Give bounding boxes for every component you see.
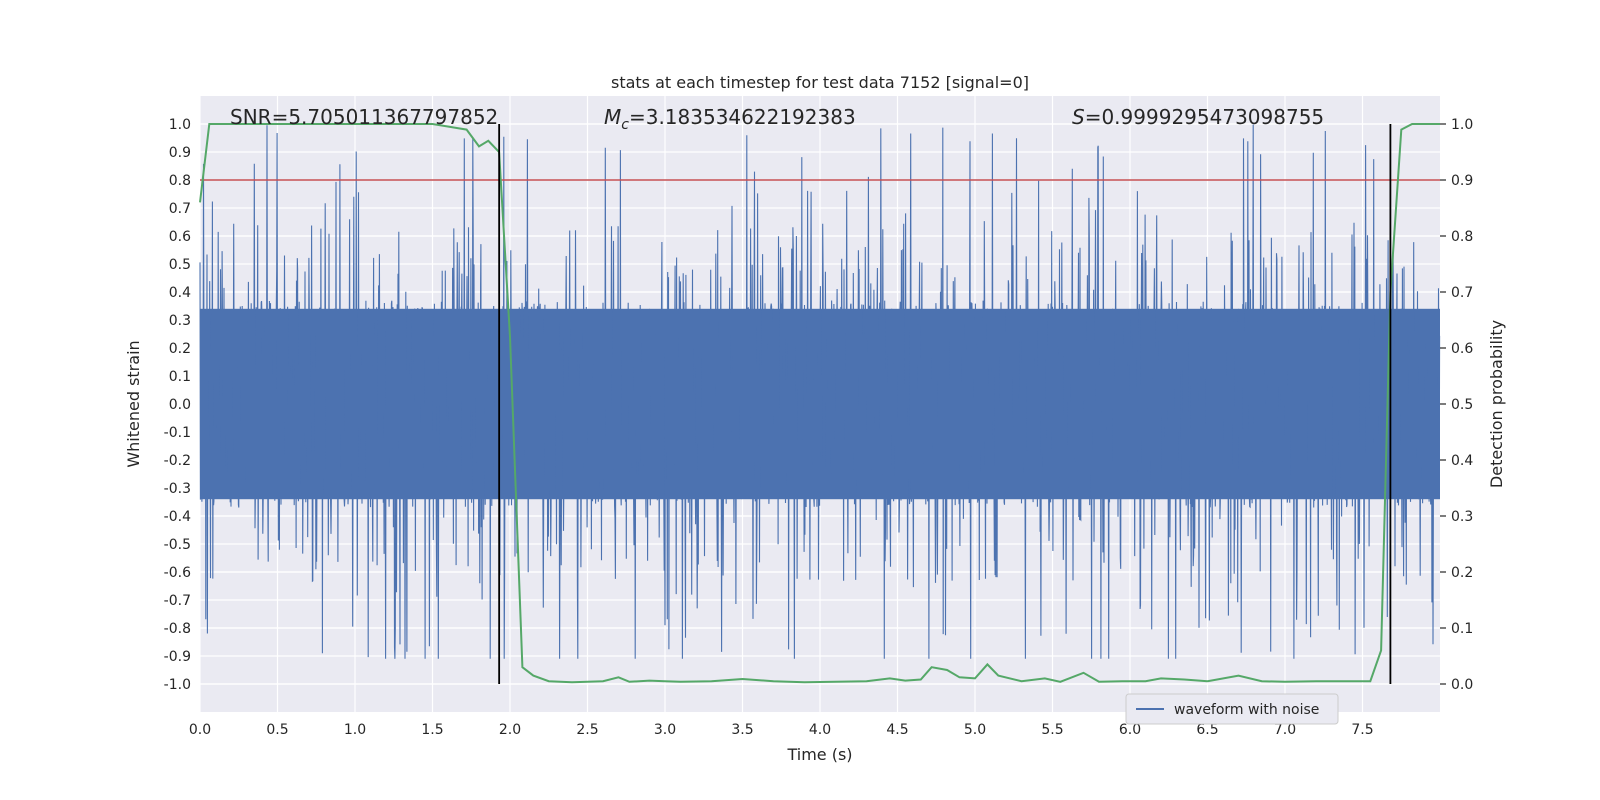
y-tick-label-12: -0.2: [164, 453, 191, 469]
y-tick-label-11: -0.1: [164, 425, 191, 441]
x-tick-label-6: 3.0: [654, 722, 676, 738]
y2-tick-label-2: 0.8: [1451, 229, 1473, 245]
y-axis-label: Whitened strain: [124, 340, 143, 467]
mc-value: =3.183534622192383: [629, 105, 856, 129]
x-tick-label-1: 0.5: [266, 722, 288, 738]
y-tick-label-10: 0.0: [169, 397, 191, 413]
x-axis-label: Time (s): [786, 745, 852, 764]
y2-tick-label-1: 0.9: [1451, 173, 1473, 189]
s-label: S: [1072, 105, 1085, 129]
legend: waveform with noise: [1125, 693, 1339, 725]
mc-label: M: [604, 105, 621, 129]
x-tick-label-10: 5.0: [964, 722, 986, 738]
x-tick-label-7: 3.5: [731, 722, 753, 738]
s-value: =0.9999295473098755: [1085, 105, 1324, 129]
y-tick-label-19: -0.9: [164, 649, 191, 665]
y2-tick-label-4: 0.6: [1451, 341, 1473, 357]
x-tick-label-8: 4.0: [809, 722, 831, 738]
snr-label: SNR: [230, 105, 272, 129]
chart-title: stats at each timestep for test data 715…: [611, 73, 1029, 92]
y-tick-label-3: 0.7: [169, 201, 191, 217]
y-tick-label-6: 0.4: [169, 285, 191, 301]
legend-label: waveform with noise: [1174, 702, 1319, 718]
x-tick-label-9: 4.5: [886, 722, 908, 738]
y-tick-label-20: -1.0: [164, 677, 191, 693]
x-tick-label-3: 1.5: [421, 722, 443, 738]
snr-annotation: SNR=5.705011367797852: [230, 105, 498, 129]
x-axis: 0.0 0.5 1.0 1.5 2.0 2.5 3.0 3.5 4.0 4.5 5.0 5.5 6.0 6…: [189, 722, 1374, 738]
overlays: [199, 123, 1440, 684]
y2-tick-label-7: 0.3: [1451, 509, 1473, 525]
y2-axis-label: Detection probability: [1487, 320, 1506, 488]
waveform-series: [199, 124, 1441, 659]
x-tick-label-15: 7.5: [1351, 722, 1373, 738]
y2-tick-label-5: 0.5: [1451, 397, 1473, 413]
x-tick-label-13: 6.5: [1196, 722, 1218, 738]
y-tick-label-13: -0.3: [164, 481, 191, 497]
y-tick-label-15: -0.5: [164, 537, 191, 553]
y-tick-label-9: 0.1: [169, 369, 191, 385]
y2-tick-label-3: 0.7: [1451, 285, 1473, 301]
x-tick-label-0: 0.0: [189, 722, 211, 738]
y-tick-label-5: 0.5: [169, 257, 191, 273]
snr-value: =5.705011367797852: [272, 105, 499, 129]
y-tick-label-7: 0.3: [169, 313, 191, 329]
y2-tick-label-6: 0.4: [1451, 453, 1473, 469]
x-tick-label-2: 1.0: [344, 722, 366, 738]
y-tick-label-4: 0.6: [169, 229, 191, 245]
chirp-mass-annotation: Mc=3.183534622192383: [604, 105, 856, 133]
s-annotation: S=0.9999295473098755: [1072, 105, 1324, 129]
y-tick-label-16: -0.6: [164, 565, 191, 581]
waveform-line: [199, 124, 1441, 659]
x-tick-label-14: 7.0: [1274, 722, 1296, 738]
y-tick-label-17: -0.7: [164, 593, 191, 609]
y-tick-label-1: 0.9: [169, 145, 191, 161]
y-axis-right: 1.0 0.9 0.8 0.7 0.6 0.5 0.4 0.3 0.2 0.1 0.0: [1440, 117, 1473, 693]
y-tick-label-18: -0.8: [164, 621, 191, 637]
mc-subscript: c: [621, 117, 629, 133]
legend-box: [1125, 693, 1339, 725]
x-tick-label-11: 5.5: [1041, 722, 1063, 738]
y2-tick-label-8: 0.2: [1451, 565, 1473, 581]
x-tick-label-5: 2.5: [576, 722, 598, 738]
x-tick-label-4: 2.0: [499, 722, 521, 738]
y-axis-left: 1.0 0.9 0.8 0.7 0.6 0.5 0.4 0.3 0.2 0.1 0.0 -0.1 -0.…: [164, 117, 191, 693]
y-tick-label-2: 0.8: [169, 173, 191, 189]
y-tick-label-0: 1.0: [169, 117, 191, 133]
y2-tick-label-9: 0.1: [1451, 621, 1473, 637]
y2-tick-label-0: 1.0: [1451, 117, 1473, 133]
y2-tick-label-10: 0.0: [1451, 677, 1473, 693]
y-tick-label-14: -0.4: [164, 509, 191, 525]
y-tick-label-8: 0.2: [169, 341, 191, 357]
probability-line: [199, 123, 1440, 684]
x-tick-label-12: 6.0: [1119, 722, 1141, 738]
